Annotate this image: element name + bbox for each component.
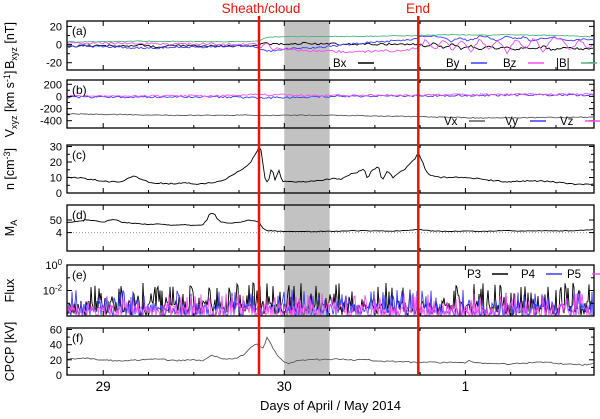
xtick-label-29: 29 bbox=[96, 379, 111, 394]
legend-item-bmag: |B| bbox=[556, 58, 570, 70]
ytick-label-b: 0 bbox=[56, 91, 62, 103]
panel-b-ticks bbox=[67, 80, 594, 128]
series-bmag bbox=[67, 33, 594, 43]
series-p5 bbox=[67, 293, 594, 316]
ytick-label-f: 40 bbox=[50, 340, 62, 352]
y-axis-title-c: n [cm-3] bbox=[2, 148, 17, 190]
panel-f: 60 40 20 0 CPCP [kV] (f) bbox=[3, 322, 595, 382]
legend-item-vz: Vz bbox=[560, 116, 574, 128]
ytick-label-c: 20 bbox=[50, 157, 62, 169]
ytick-label-a: 0 bbox=[56, 40, 62, 52]
panel-c-frame bbox=[66, 144, 595, 194]
xtick-label-30: 30 bbox=[277, 379, 292, 394]
ytick-label-c: 0 bbox=[56, 188, 62, 200]
ytick-label-d: 50 bbox=[50, 215, 62, 227]
panel-d: 504 MA (d) bbox=[3, 204, 595, 252]
panel-a-frame bbox=[66, 20, 595, 71]
ytick-label-f: 20 bbox=[50, 355, 62, 367]
panel-tag-a: (a) bbox=[72, 24, 87, 38]
series-vx bbox=[67, 113, 593, 119]
ytick-label-a: -20 bbox=[46, 58, 62, 70]
x-axis-title: Days of April / May 2014 bbox=[260, 398, 401, 413]
panel-c-ticks bbox=[67, 145, 594, 194]
panel-d-frame bbox=[66, 204, 595, 252]
panel-e: 100 10-2 Flux (e) P3 P4 P5 bbox=[3, 258, 600, 317]
panel-a-ticks bbox=[67, 21, 594, 70]
series-bz bbox=[67, 37, 594, 55]
end-label: End bbox=[405, 1, 431, 16]
cloud-shade-band bbox=[284, 21, 330, 375]
panel-tag-e: (e) bbox=[72, 268, 87, 282]
legend-item-bx: Bx bbox=[333, 58, 347, 70]
ytick-label-b: -400 bbox=[40, 116, 62, 128]
series-vy bbox=[67, 93, 594, 100]
y-axis-title-f: CPCP [kV] bbox=[3, 322, 17, 382]
y-axis-title-a: Bxyz [nT] bbox=[3, 22, 19, 69]
panel-d-ticks bbox=[67, 205, 594, 251]
series-p4 bbox=[67, 289, 594, 316]
legend-item-by: By bbox=[446, 58, 460, 70]
sheath-cloud-label: Sheath/cloud bbox=[221, 1, 301, 16]
panel-e-ticks bbox=[67, 264, 594, 316]
series-cpcp bbox=[67, 336, 594, 366]
panel-tag-d: (d) bbox=[72, 208, 87, 222]
ytick-label-b: -200 bbox=[40, 104, 62, 116]
panel-f-frame bbox=[66, 327, 595, 376]
series-bx bbox=[67, 41, 594, 51]
y-axis-title-d: MA bbox=[3, 220, 19, 236]
panel-tag-b: (b) bbox=[72, 83, 87, 97]
ytick-label-f: 60 bbox=[50, 325, 62, 337]
ytick-label-c: 10 bbox=[50, 173, 62, 185]
legend-item-p5: P5 bbox=[567, 269, 581, 281]
y-axis-title-e: Flux bbox=[3, 278, 17, 302]
ytick-label-c: 30 bbox=[50, 142, 62, 154]
panel-c: 30 20 10 0 n [cm-3] (c) bbox=[2, 142, 595, 200]
legend-item-bz: Bz bbox=[503, 58, 517, 70]
panel-a: 20 0 -20 Bxyz [nT] (a) Bx By Bz |B| bbox=[3, 20, 597, 71]
legend-a: Bx By Bz |B| bbox=[333, 58, 597, 70]
ytick-label-b: 200 bbox=[44, 79, 62, 91]
series-vz bbox=[67, 92, 594, 98]
legend-e: P3 P4 P5 bbox=[467, 269, 600, 281]
y-axis-title-b: Vxyz [km s-1] bbox=[2, 71, 19, 138]
series-by bbox=[67, 35, 594, 53]
series-ma bbox=[67, 212, 594, 233]
xtick-label-1: 1 bbox=[462, 379, 470, 394]
ytick-label-d: 4 bbox=[56, 228, 62, 240]
legend-item-p3: P3 bbox=[467, 269, 481, 281]
legend-item-p4: P4 bbox=[521, 269, 536, 281]
ytick-label-a: 20 bbox=[50, 21, 62, 33]
legend-item-vy: Vy bbox=[505, 116, 518, 128]
legend-item-vx: Vx bbox=[444, 116, 458, 128]
series-n bbox=[67, 145, 594, 186]
panel-tag-c: (c) bbox=[72, 148, 86, 162]
legend-b: Vx Vy Vz bbox=[444, 116, 600, 128]
ytick-label-e: 10-2 bbox=[43, 284, 62, 298]
panel-f-ticks bbox=[67, 328, 594, 376]
ytick-label-e: 100 bbox=[45, 258, 62, 272]
panel-tag-f: (f) bbox=[72, 331, 83, 345]
ytick-label-f: 0 bbox=[56, 370, 62, 382]
panel-b-frame bbox=[66, 79, 595, 129]
